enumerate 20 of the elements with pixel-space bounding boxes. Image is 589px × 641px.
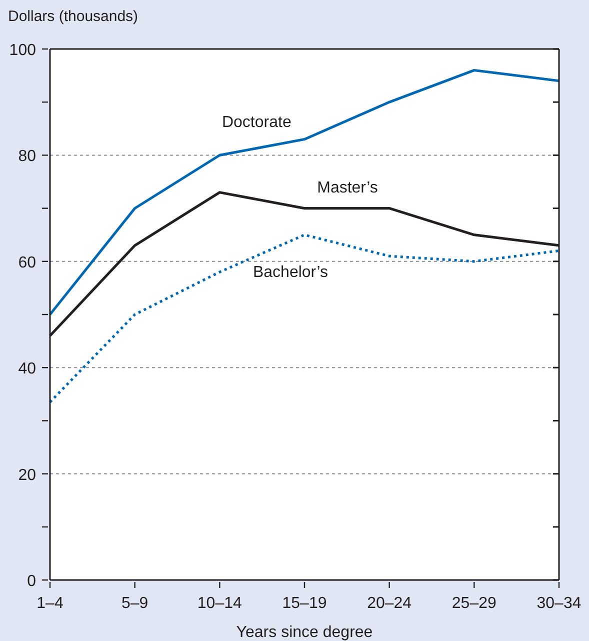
y-tick-label: 0	[27, 573, 36, 590]
y-tick-label: 60	[18, 254, 36, 272]
series-label: Master’s	[317, 179, 378, 196]
x-tick-label: 5–9	[121, 595, 148, 612]
series-label: Bachelor’s	[252, 264, 328, 281]
y-tick-label: 100	[9, 42, 36, 59]
x-tick-label: 1–4	[36, 595, 64, 612]
y-tick-label: 80	[18, 148, 36, 166]
y-tick-label: 20	[18, 466, 36, 484]
line-series	[48, 234, 560, 404]
y-tick-label: 40	[18, 360, 36, 378]
x-tick-label: 20–24	[367, 595, 412, 612]
line-series	[48, 68, 560, 316]
y-axis-title: Dollars (thousands)	[8, 8, 138, 25]
x-tick-label: 10–14	[197, 595, 242, 612]
series-label: Doctorate	[222, 114, 292, 132]
x-tick-label: 30–34	[536, 595, 582, 612]
x-tick-label: 15–19	[282, 595, 327, 612]
x-axis-title: Years since degree	[236, 624, 373, 641]
x-tick-label: 25–29	[452, 595, 497, 612]
